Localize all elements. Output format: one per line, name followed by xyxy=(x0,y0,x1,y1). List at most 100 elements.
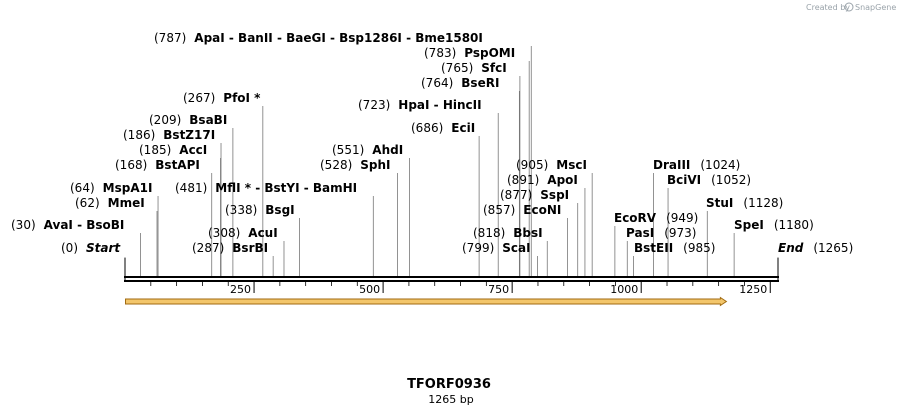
site-name[interactable]: SfcI xyxy=(481,61,506,75)
restriction-site[interactable]: (891) ApoI xyxy=(507,173,578,187)
ruler-tick-label: 1250 xyxy=(739,283,767,296)
site-name[interactable]: EcoRV xyxy=(614,211,657,225)
restriction-site[interactable]: (765) SfcI xyxy=(441,61,507,75)
restriction-site[interactable]: (185) AccI xyxy=(139,143,207,157)
site-position: (551) xyxy=(332,143,364,157)
site-name[interactable]: BsaBI xyxy=(189,113,227,127)
restriction-site[interactable]: (287) BsrBI xyxy=(192,241,268,255)
site-name[interactable]: StuI xyxy=(706,196,733,210)
restriction-site[interactable]: End (1265) xyxy=(778,241,853,255)
restriction-site[interactable]: (799) ScaI xyxy=(462,241,531,255)
site-name[interactable]: AcuI xyxy=(248,226,277,240)
site-name[interactable]: End xyxy=(778,241,804,255)
restriction-site[interactable]: (551) AhdI xyxy=(332,143,403,157)
site-name[interactable]: MmeI xyxy=(108,196,145,210)
site-position: (209) xyxy=(149,113,181,127)
restriction-site[interactable]: (787) ApaI - BanII - BaeGI - Bsp1286I - B… xyxy=(154,31,483,45)
restriction-site[interactable]: (267) PfoI * xyxy=(183,91,261,105)
restriction-site[interactable]: (905) MscI xyxy=(516,158,587,172)
restriction-site[interactable]: (686) EciI xyxy=(411,121,475,135)
sequence-length: 1265 bp xyxy=(428,393,473,406)
ruler: 250 500 750 1000 1250 xyxy=(124,258,779,296)
restriction-site[interactable]: (64) MspA1I xyxy=(70,181,152,195)
site-name[interactable]: MspA1I xyxy=(103,181,153,195)
watermark-brand: SnapGene xyxy=(855,3,896,12)
site-name[interactable]: MscI xyxy=(556,158,587,172)
site-position: (1128) xyxy=(743,196,783,210)
restriction-site[interactable]: SpeI (1180) xyxy=(734,218,814,232)
orf-feature-shape[interactable] xyxy=(125,296,728,307)
dna-backbone xyxy=(124,276,779,282)
ruler-tick-label: 1000 xyxy=(610,283,638,296)
site-name[interactable]: BbsI xyxy=(513,226,542,240)
restriction-site[interactable]: EcoRV (949) xyxy=(614,211,698,225)
site-position: (168) xyxy=(115,158,147,172)
site-name[interactable]: AccI xyxy=(179,143,207,157)
site-name[interactable]: HpaI - HincII xyxy=(398,98,481,112)
site-position: (891) xyxy=(507,173,539,187)
restriction-site[interactable]: (62) MmeI xyxy=(75,196,145,210)
site-position: (765) xyxy=(441,61,473,75)
restriction-site[interactable]: (209) BsaBI xyxy=(149,113,227,127)
restriction-site[interactable]: (764) BseRI xyxy=(421,76,499,90)
site-position: (905) xyxy=(516,158,548,172)
restriction-site[interactable]: (857) EcoNI xyxy=(483,203,561,217)
restriction-site[interactable]: (528) SphI xyxy=(320,158,391,172)
site-name[interactable]: ApaI - BanII - BaeGI - Bsp1286I - Bme158… xyxy=(194,31,483,45)
site-name[interactable]: SspI xyxy=(540,188,569,202)
restriction-site[interactable]: (818) BbsI xyxy=(473,226,543,240)
site-name[interactable]: BsrBI xyxy=(232,241,268,255)
ruler-tick-label: 750 xyxy=(488,283,509,296)
site-name[interactable]: ApoI xyxy=(547,173,578,187)
site-position: (30) xyxy=(11,218,36,232)
restriction-site[interactable]: BciVI (1052) xyxy=(667,173,751,187)
site-position: (787) xyxy=(154,31,186,45)
site-name[interactable]: BsgI xyxy=(265,203,294,217)
site-name[interactable]: ScaI xyxy=(502,241,530,255)
backbone-strand-bottom xyxy=(124,280,779,282)
site-name[interactable]: BstZ17I xyxy=(163,128,215,142)
restriction-site[interactable]: StuI (1128) xyxy=(706,196,783,210)
restriction-site[interactable]: (0) Start xyxy=(61,241,121,255)
site-position: (723) xyxy=(358,98,390,112)
snapgene-watermark: Created by SnapGene xyxy=(806,2,896,12)
site-name[interactable]: SphI xyxy=(360,158,390,172)
restriction-site[interactable]: PasI (973) xyxy=(626,226,696,240)
site-position: (64) xyxy=(70,181,95,195)
restriction-site[interactable]: (186) BstZ17I xyxy=(123,128,215,142)
site-name[interactable]: EciI xyxy=(451,121,475,135)
site-name[interactable]: Start xyxy=(86,241,121,255)
restriction-site[interactable]: (481) MflI * - BstYI - BamHI xyxy=(175,181,357,195)
site-position: (949) xyxy=(666,211,698,225)
restriction-site[interactable]: (877) SspI xyxy=(500,188,569,202)
site-labels: (0) Start (30) AvaI - BsoBI (62) MmeI (64) MspA… xyxy=(11,31,853,255)
site-position: (481) xyxy=(175,181,207,195)
site-name[interactable]: SpeI xyxy=(734,218,764,232)
site-name[interactable]: PfoI * xyxy=(223,91,261,105)
restriction-site[interactable]: DraIII (1024) xyxy=(653,158,740,172)
restriction-site[interactable]: (308) AcuI xyxy=(208,226,278,240)
site-position: (1265) xyxy=(813,241,853,255)
restriction-site[interactable]: (723) HpaI - HincII xyxy=(358,98,482,112)
site-name[interactable]: AhdI xyxy=(372,143,403,157)
site-name[interactable]: AvaI - BsoBI xyxy=(44,218,125,232)
orf-feature-arrow[interactable] xyxy=(125,296,728,307)
site-name[interactable]: BseRI xyxy=(461,76,499,90)
restriction-site[interactable]: (30) AvaI - BsoBI xyxy=(11,218,124,232)
site-name[interactable]: MflI * - BstYI - BamHI xyxy=(215,181,357,195)
site-position: (877) xyxy=(500,188,532,202)
site-position: (818) xyxy=(473,226,505,240)
site-name[interactable]: DraIII xyxy=(653,158,690,172)
restriction-site[interactable]: (338) BsgI xyxy=(225,203,295,217)
watermark-created-by: Created by xyxy=(806,3,850,12)
restriction-site[interactable]: (168) BstAPI xyxy=(115,158,200,172)
site-name[interactable]: PspOMI xyxy=(464,46,515,60)
site-name[interactable]: BstEII xyxy=(634,241,673,255)
restriction-site[interactable]: (783) PspOMI xyxy=(424,46,515,60)
restriction-site[interactable]: BstEII (985) xyxy=(634,241,715,255)
site-name[interactable]: PasI xyxy=(626,226,654,240)
site-name[interactable]: BstAPI xyxy=(155,158,200,172)
site-name[interactable]: EcoNI xyxy=(523,203,561,217)
site-name[interactable]: BciVI xyxy=(667,173,701,187)
site-position: (338) xyxy=(225,203,257,217)
